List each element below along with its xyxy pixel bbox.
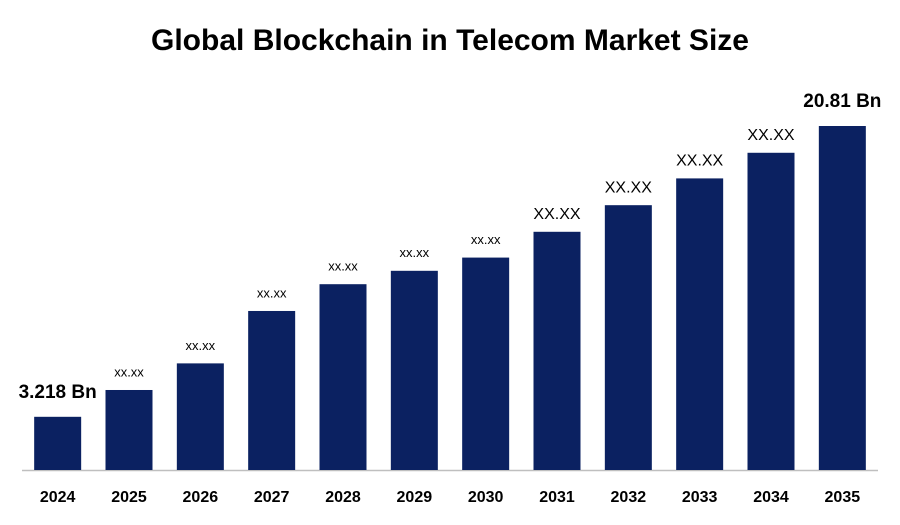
x-tick-label: 2034	[753, 489, 789, 506]
x-tick-label: 2025	[111, 489, 147, 506]
x-tick-label: 2033	[682, 489, 718, 506]
x-tick-label: 2028	[325, 489, 361, 506]
bar	[390, 270, 438, 470]
bar	[176, 363, 224, 470]
bar	[319, 284, 367, 470]
value-label: XX.XX	[676, 153, 723, 170]
bar	[604, 205, 652, 471]
x-tick-label: 2030	[468, 489, 504, 506]
x-tick-label: 2035	[825, 489, 861, 506]
value-label: 3.218 Bn	[19, 382, 97, 403]
x-tick-label: 2031	[539, 489, 575, 506]
bar	[747, 152, 795, 471]
x-tick-label: 2024	[40, 489, 76, 506]
bar	[533, 231, 581, 470]
bar	[676, 178, 724, 470]
x-tick-label: 2027	[254, 489, 290, 506]
x-tick-label: 2029	[397, 489, 433, 506]
bar	[818, 126, 866, 470]
bar	[34, 416, 82, 470]
bar	[248, 310, 296, 470]
x-tick-label: 2032	[611, 489, 647, 506]
value-label: xx.xx	[114, 364, 144, 379]
value-label: XX.XX	[605, 179, 652, 196]
value-label: 20.81 Bn	[803, 91, 881, 112]
value-label: XX.XX	[747, 127, 794, 144]
value-label: xx.xx	[400, 245, 430, 260]
value-label: xx.xx	[186, 338, 216, 353]
chart-title: Global Blockchain in Telecom Market Size	[151, 24, 749, 57]
bar	[105, 389, 153, 470]
value-label: xx.xx	[471, 232, 501, 247]
value-label: xx.xx	[257, 285, 287, 300]
value-label: xx.xx	[328, 259, 358, 274]
value-label: XX.XX	[533, 206, 580, 223]
x-tick-label: 2026	[183, 489, 219, 506]
bar	[462, 257, 510, 470]
